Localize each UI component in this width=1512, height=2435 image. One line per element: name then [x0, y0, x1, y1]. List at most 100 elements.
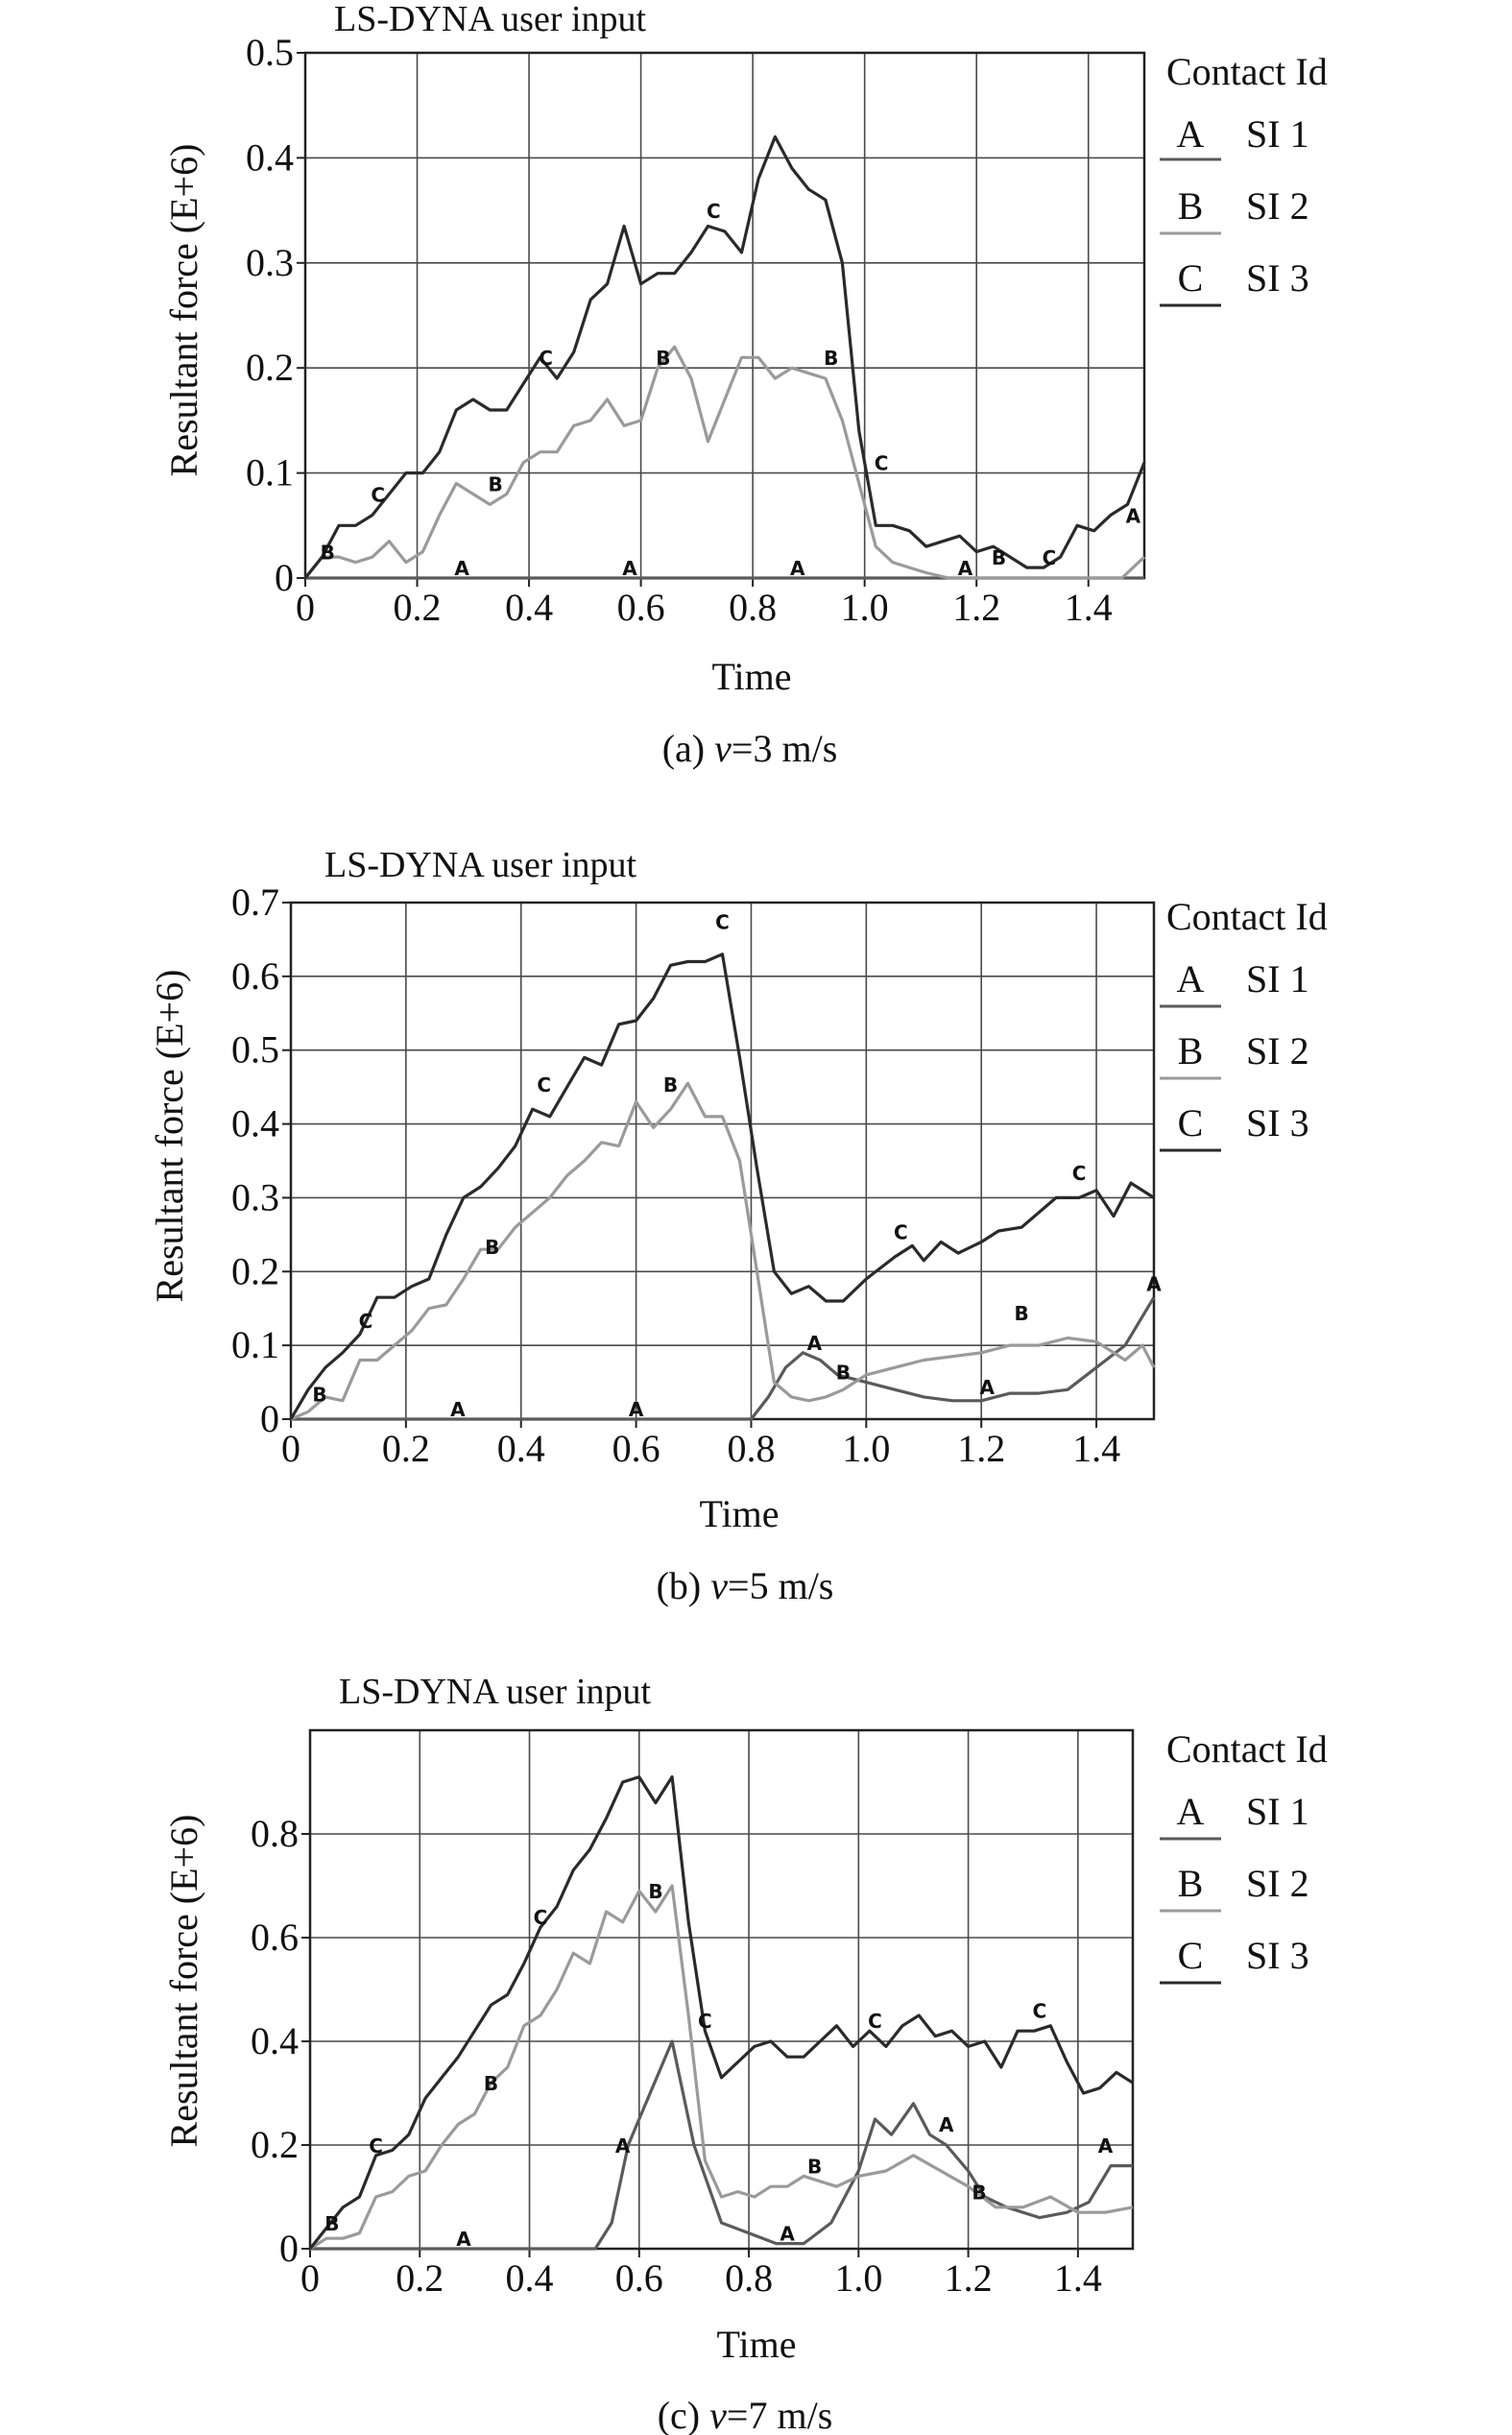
chart-title: LS-DYNA user input [334, 0, 647, 39]
series-marker-b: B [972, 2181, 986, 2204]
legend-title: Contact Id [1166, 1727, 1328, 1771]
series-marker-a: A [615, 2134, 631, 2158]
x-tick-label: 0.4 [497, 1427, 545, 1470]
series-line-c [308, 1775, 1134, 2250]
x-tick-label: 0 [296, 586, 315, 629]
x-tick-label: 1.2 [952, 586, 1000, 629]
x-tick-label: 0.4 [506, 2256, 554, 2300]
series-line-a [310, 2039, 1133, 2251]
series-marker-a: A [807, 1332, 823, 1355]
plot-frame [308, 1728, 1135, 2251]
legend-label-si1: SI 1 [1246, 1790, 1309, 1833]
x-tick-label: 1.2 [957, 1427, 1005, 1470]
x-tick-label: 0.6 [615, 2256, 663, 2300]
legend-entry-si3: C SI 3 [1160, 256, 1309, 307]
series-marker-b: B [321, 542, 335, 565]
series-marker-c: C [894, 1221, 908, 1244]
y-tick-label: 0.7 [231, 880, 279, 924]
legend: Contact Id A SI 1 B SI 2 C SI 3 [1160, 1727, 1328, 1985]
y-tick-label: 0.2 [231, 1249, 279, 1292]
series-marker-b: B [488, 472, 502, 495]
series-marker-a: A [1146, 1272, 1162, 1295]
series-marker-c: C [371, 483, 385, 506]
xlabel: Time [716, 2323, 796, 2366]
series-marker-c: C [1033, 1999, 1047, 2022]
legend-marker-b: B [1178, 1862, 1204, 1905]
x-tick-label: 0.8 [727, 1427, 775, 1470]
legend-label-si2: SI 2 [1246, 1029, 1309, 1073]
series-marker-b: B [648, 1880, 662, 1903]
x-tick-label: 0.8 [725, 2256, 773, 2300]
legend-entry-si3: C SI 3 [1160, 1934, 1309, 1985]
y-tick-label: 0.3 [231, 1175, 279, 1218]
series-marker-c: C [698, 2010, 712, 2033]
x-tick-label: 0.4 [505, 586, 553, 629]
series-marker-c: C [1072, 1162, 1087, 1185]
legend-entry-si1: A SI 1 [1160, 1790, 1309, 1841]
series-marker-b: B [324, 2212, 339, 2235]
y-tick-label: 0.8 [251, 1812, 299, 1855]
x-tick-label: 0 [300, 2256, 320, 2300]
series-marker-c: C [868, 2010, 882, 2033]
series-line-b [290, 1081, 1156, 1421]
legend-marker-c: C [1178, 1101, 1204, 1145]
series-marker-c: C [539, 347, 553, 370]
x-tick-label: 0.2 [382, 1427, 430, 1470]
series-marker-b: B [485, 1236, 499, 1259]
series-marker-a: A [958, 557, 973, 580]
series-marker-c: C [369, 2134, 383, 2158]
legend: Contact Id A SI 1 B SI 2 C SI 3 [1160, 50, 1328, 307]
legend-marker-a: A [1177, 957, 1205, 1001]
legend-entry-si2: B SI 2 [1160, 184, 1309, 235]
x-tick-label: 0.8 [729, 586, 777, 629]
series-line-b [309, 1884, 1134, 2251]
series-marker-b: B [1015, 1302, 1029, 1325]
legend-entry-si2: B SI 2 [1160, 1029, 1309, 1080]
x-tick-label: 1.4 [1054, 2256, 1102, 2300]
series-marker-b: B [836, 1362, 851, 1385]
panel-b: LS-DYNA user input Resultant force (E+6)… [148, 845, 1328, 1607]
series-marker-a: A [790, 557, 805, 580]
legend-label-si3: SI 3 [1246, 256, 1309, 300]
panel-a: LS-DYNA user input Resultant force (E+6)… [162, 0, 1328, 770]
x-tick-label: 0 [281, 1427, 300, 1470]
y-tick-label: 0.5 [231, 1028, 279, 1072]
y-tick-label: 0.3 [246, 241, 294, 284]
ylabel: Resultant force (E+6) [162, 1815, 205, 2148]
series-marker-b: B [484, 2072, 498, 2095]
x-tick-label: 1.0 [834, 2256, 882, 2300]
y-tick-label: 0.1 [246, 451, 294, 494]
caption: (b) v=5 m/s [657, 1564, 834, 1607]
caption: (a) v=3 m/s [662, 727, 838, 770]
series-marker-a: A [780, 2223, 795, 2246]
series-marker-c: C [534, 1906, 548, 1929]
series-marker-a: A [979, 1376, 995, 1399]
x-tick-label: 1.0 [842, 1427, 890, 1470]
xlabel: Time [711, 655, 791, 698]
xlabel: Time [699, 1492, 779, 1535]
y-tick-label: 0.4 [231, 1102, 279, 1145]
y-tick-label: 0.1 [231, 1323, 279, 1366]
x-tick-label: 0.6 [612, 1427, 660, 1470]
legend-entry-si1: A SI 1 [1160, 112, 1309, 161]
y-tick-label: 0.2 [251, 2123, 299, 2166]
x-tick-label: 1.4 [1072, 1427, 1120, 1470]
plot-area: 0 0.2 0.4 0.6 0.8 1.0 1.2 1.4 0 0.1 0.2 0.3 0.4 0.5 0.… [231, 880, 1162, 1470]
legend-marker-b: B [1178, 184, 1204, 228]
x-tick-label: 1.0 [841, 586, 889, 629]
legend-title: Contact Id [1166, 895, 1328, 938]
series-marker-b: B [824, 347, 838, 370]
series-marker-b: B [312, 1384, 326, 1407]
legend-label-si3: SI 3 [1246, 1934, 1309, 1977]
y-tick-label: 0.6 [251, 1916, 299, 1959]
series-marker-c: C [537, 1073, 551, 1097]
plot-area: 0 0.2 0.4 0.6 0.8 1.0 1.2 1.4 0 0.1 0.2 0.3 0.4 0.5 A A… [246, 31, 1146, 629]
legend-label-si3: SI 3 [1246, 1101, 1309, 1145]
legend-title: Contact Id [1166, 50, 1328, 93]
series-marker-b: B [663, 1073, 678, 1097]
series-marker-b: B [656, 347, 670, 370]
series-marker-b: B [807, 2155, 822, 2178]
y-tick-label: 0.4 [251, 2019, 299, 2062]
ylabel: Resultant force (E+6) [148, 970, 191, 1303]
